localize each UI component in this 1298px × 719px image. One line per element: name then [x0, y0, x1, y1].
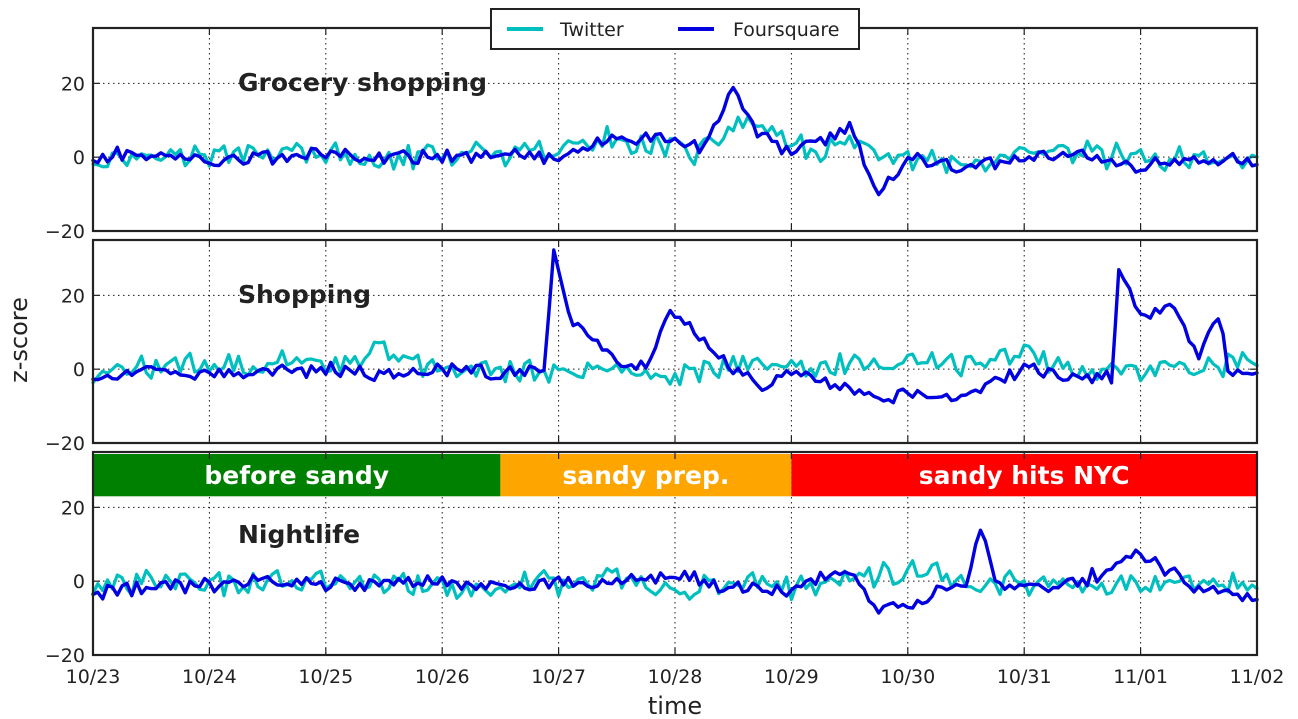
x-axis-label: time [648, 692, 702, 719]
x-tick-label: 10/25 [298, 666, 353, 688]
panel-grocery-shopping: −20 0 20 Grocery shopping [45, 26, 1259, 243]
y-tick-label: 0 [73, 147, 85, 169]
series-foursquare [91, 528, 1259, 615]
series-lines [91, 248, 1259, 405]
x-tick-label: 11/01 [1113, 666, 1168, 688]
legend-box [490, 8, 860, 50]
panel-nightlife: before sandy sandy prep. sandy hits NYC −2… [45, 450, 1259, 667]
y-tick-label: −20 [45, 221, 85, 243]
y-tick-label: 20 [61, 285, 85, 307]
y-tick-label: −20 [45, 433, 85, 455]
phase-band [93, 454, 501, 497]
legend-label-twitter: Twitter [559, 19, 624, 41]
phase-bands: before sandy sandy prep. sandy hits NYC [93, 454, 1257, 497]
panel-title: Nightlife [238, 520, 360, 549]
legend: Twitter Foursquare [490, 8, 860, 50]
ticks: −20 0 20 [45, 452, 1258, 667]
grid [93, 240, 1257, 443]
series-foursquare [91, 248, 1259, 405]
series-foursquare [91, 85, 1259, 197]
x-tick-label: 10/27 [531, 666, 586, 688]
ticks: −20 0 20 [45, 240, 1258, 455]
phase-label: sandy hits NYC [919, 461, 1130, 490]
y-tick-label: 20 [61, 497, 85, 519]
phase-band [791, 454, 1257, 497]
x-tick-label: 10/26 [415, 666, 470, 688]
panel-shopping: −20 0 20 Shopping [45, 238, 1259, 455]
x-tick-label: 11/02 [1230, 666, 1285, 688]
x-tick-label: 10/29 [764, 666, 819, 688]
y-tick-label: 0 [73, 359, 85, 381]
panel-title: Grocery shopping [238, 68, 487, 97]
y-tick-label: 0 [73, 571, 85, 593]
grid [93, 28, 1257, 231]
x-tick-label: 10/24 [182, 666, 237, 688]
phase-label: sandy prep. [562, 461, 729, 490]
ticks: −20 0 20 [45, 28, 1258, 243]
series-lines [91, 85, 1259, 197]
phase-label: before sandy [204, 461, 389, 490]
legend-label-foursquare: Foursquare [733, 19, 839, 41]
phase-band [500, 454, 792, 497]
x-tick-label: 10/31 [997, 666, 1052, 688]
x-tick-labels: 10/23 10/24 10/25 10/26 10/27 10/28 10/29 10/30… [66, 666, 1285, 688]
series-lines [91, 528, 1259, 615]
series-twitter [91, 340, 1259, 387]
panel-title: Shopping [238, 280, 371, 309]
x-tick-label: 10/28 [648, 666, 703, 688]
y-tick-label: 20 [61, 73, 85, 95]
x-tick-label: 10/23 [66, 666, 121, 688]
y-axis-label: z-score [5, 297, 33, 383]
x-tick-label: 10/30 [880, 666, 935, 688]
y-tick-label: −20 [45, 645, 85, 667]
